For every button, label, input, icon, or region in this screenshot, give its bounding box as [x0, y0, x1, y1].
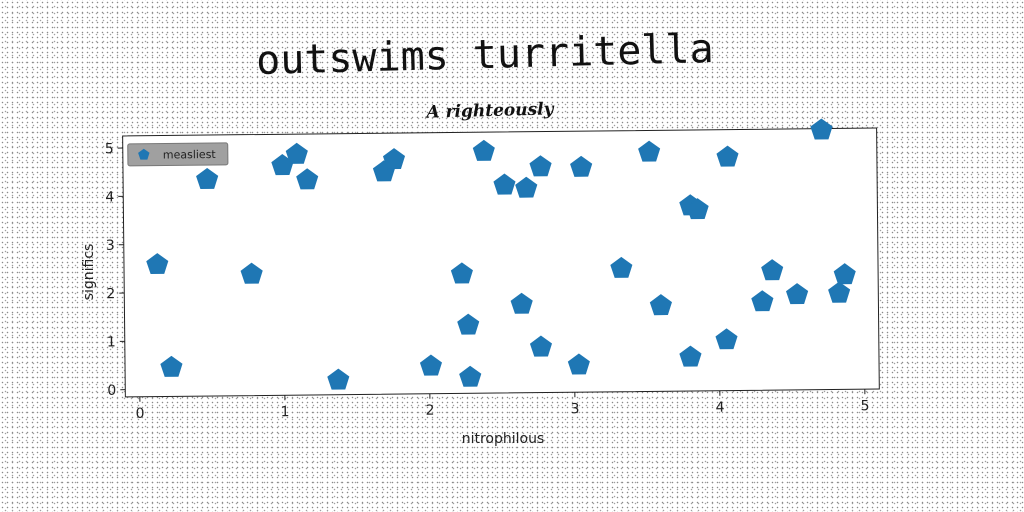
scatter-point	[419, 354, 443, 376]
x-tick-label: 2	[425, 403, 434, 419]
scatter-point	[716, 145, 739, 167]
y-tick-label: 4	[105, 189, 114, 205]
scatter-point	[493, 173, 516, 195]
scatter-point	[751, 290, 774, 312]
scatter-point	[529, 155, 552, 177]
y-tick-label: 5	[105, 141, 114, 157]
scatter-point	[638, 140, 661, 162]
scatter-point	[296, 168, 319, 190]
y-tick-label: 2	[106, 286, 115, 302]
plot-frame	[122, 127, 880, 398]
scatter-series	[146, 118, 856, 390]
x-tick-label: 5	[860, 398, 869, 414]
plot-area: 0 1 2 3 4 5 0 1 2 3 4 5 measliest	[105, 118, 880, 422]
x-axis: 0 1 2 3 4 5	[135, 389, 870, 422]
scatter-point	[160, 355, 183, 377]
scatter-point	[285, 142, 308, 164]
scatter-point	[610, 256, 633, 278]
scatter-point	[327, 368, 350, 390]
scatter-point	[786, 283, 809, 305]
x-axis-label: nitrophilous	[462, 431, 545, 447]
scatter-point	[146, 253, 169, 275]
legend-box	[127, 142, 229, 167]
scatter-point	[567, 353, 590, 375]
scatter-point	[761, 259, 784, 281]
scatter-point	[510, 292, 533, 314]
scatter-point	[240, 262, 263, 284]
scatter-point	[715, 328, 738, 350]
scatter-point	[515, 176, 538, 198]
scatter-point	[570, 155, 593, 177]
scatter-point	[686, 198, 709, 220]
y-axis-label: significs	[81, 244, 97, 301]
chart-subtitle: A righteously	[424, 99, 555, 122]
scatter-point	[833, 263, 856, 285]
y-axis: 0 1 2 3 4 5	[105, 141, 126, 399]
legend: measliest	[127, 142, 229, 167]
scatter-point	[457, 313, 480, 335]
x-tick-label: 4	[715, 400, 724, 416]
scatter-point	[529, 335, 553, 357]
scatter-point	[196, 167, 219, 190]
legend-label: measliest	[163, 148, 217, 162]
y-tick-label: 0	[107, 383, 116, 399]
x-tick-label: 0	[135, 406, 144, 422]
scatter-point	[649, 294, 672, 316]
scatter-point	[472, 139, 495, 161]
x-tick-label: 1	[280, 404, 289, 420]
y-tick-label: 3	[106, 238, 115, 254]
chart-title: outswims turritella	[256, 26, 715, 84]
scatter-point	[450, 262, 473, 284]
x-tick-label: 3	[570, 401, 579, 417]
scatter-point	[828, 281, 851, 303]
scatter-point	[459, 365, 482, 387]
scatter-point	[810, 118, 833, 140]
scatter-point	[679, 345, 702, 367]
legend-marker	[138, 148, 150, 160]
scatter-point	[382, 148, 406, 170]
y-tick-label: 1	[107, 334, 116, 350]
